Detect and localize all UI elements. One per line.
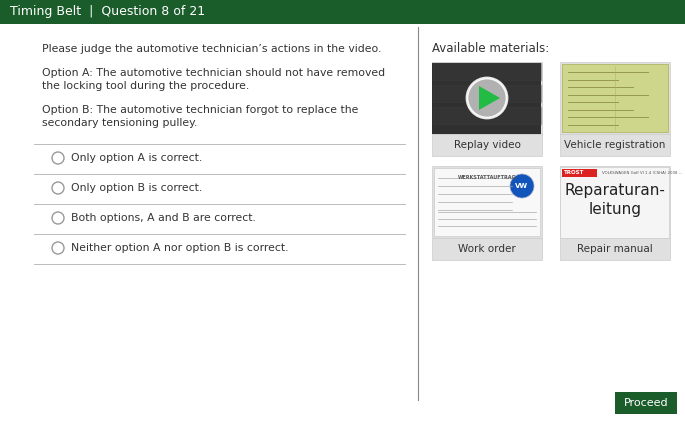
- Text: Repair manual: Repair manual: [577, 244, 653, 254]
- Text: Only option A is correct.: Only option A is correct.: [71, 153, 202, 163]
- Text: Vehicle registration: Vehicle registration: [564, 140, 666, 150]
- Text: Available materials:: Available materials:: [432, 42, 549, 55]
- FancyBboxPatch shape: [432, 62, 542, 133]
- FancyBboxPatch shape: [562, 64, 668, 132]
- Text: Neither option A nor option B is correct.: Neither option A nor option B is correct…: [71, 243, 288, 253]
- FancyBboxPatch shape: [432, 62, 542, 134]
- Text: Proceed: Proceed: [623, 398, 669, 408]
- Text: Only option B is correct.: Only option B is correct.: [71, 183, 202, 193]
- FancyBboxPatch shape: [560, 238, 670, 260]
- Text: WERKSTATTAUFTRAG: WERKSTATTAUFTRAG: [458, 175, 516, 180]
- FancyBboxPatch shape: [615, 392, 677, 414]
- FancyBboxPatch shape: [562, 169, 597, 177]
- Text: Work order: Work order: [458, 244, 516, 254]
- Text: Please judge the automotive technician’s actions in the video.: Please judge the automotive technician’s…: [42, 44, 382, 54]
- FancyBboxPatch shape: [0, 24, 685, 422]
- FancyBboxPatch shape: [560, 62, 670, 134]
- Text: TROST: TROST: [564, 170, 584, 176]
- FancyBboxPatch shape: [432, 134, 542, 156]
- Text: VOLKSWAGEN Golf VI 1.4 (CSHA) 2008 ...: VOLKSWAGEN Golf VI 1.4 (CSHA) 2008 ...: [602, 171, 682, 175]
- FancyBboxPatch shape: [432, 238, 542, 260]
- Circle shape: [467, 78, 507, 118]
- Text: Timing Belt  |  Question 8 of 21: Timing Belt | Question 8 of 21: [10, 5, 205, 19]
- Circle shape: [510, 174, 534, 198]
- Text: Option B: The automotive technician forgot to replace the
secondary tensioning p: Option B: The automotive technician forg…: [42, 105, 358, 128]
- FancyBboxPatch shape: [434, 168, 540, 236]
- FancyBboxPatch shape: [0, 0, 685, 24]
- FancyBboxPatch shape: [560, 166, 670, 238]
- FancyBboxPatch shape: [560, 134, 670, 156]
- FancyBboxPatch shape: [432, 166, 542, 238]
- FancyBboxPatch shape: [560, 167, 669, 238]
- Polygon shape: [479, 86, 500, 110]
- Text: Reparaturan-
leitung: Reparaturan- leitung: [564, 183, 665, 217]
- Text: Both options, A and B are correct.: Both options, A and B are correct.: [71, 213, 256, 223]
- Text: Replay video: Replay video: [453, 140, 521, 150]
- Text: VW: VW: [515, 183, 529, 189]
- Text: Option A: The automotive technician should not have removed
the locking tool dur: Option A: The automotive technician shou…: [42, 68, 385, 91]
